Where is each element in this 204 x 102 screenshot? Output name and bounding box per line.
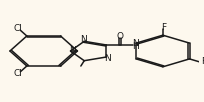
Text: N: N	[69, 46, 75, 55]
Text: Cl: Cl	[14, 24, 22, 33]
Text: N: N	[80, 35, 86, 44]
Text: H: H	[131, 42, 138, 51]
Text: N: N	[131, 39, 138, 48]
Text: F: F	[160, 23, 165, 32]
Text: Cl: Cl	[14, 69, 22, 78]
Text: F: F	[200, 57, 204, 67]
Text: N: N	[104, 54, 110, 63]
Text: O: O	[116, 32, 123, 41]
